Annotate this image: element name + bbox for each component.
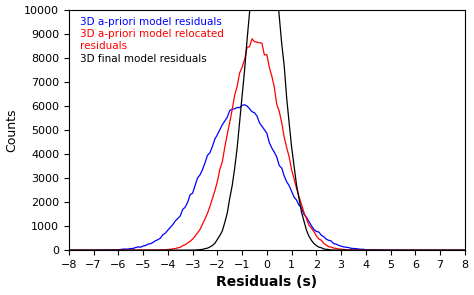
3D a-priori model relocated
residuals — [100, 248, 106, 252]
3D final model residuals — [388, 248, 393, 252]
3D a-priori model residuals — [385, 248, 391, 252]
Y-axis label: Counts: Counts — [6, 108, 18, 152]
3D final model residuals — [66, 248, 72, 252]
3D a-priori model relocated
residuals — [385, 248, 391, 252]
3D final model residuals — [197, 248, 203, 251]
3D a-priori model relocated
residuals — [465, 248, 470, 252]
3D a-priori model residuals — [388, 248, 393, 252]
3D a-priori model relocated
residuals — [66, 248, 72, 252]
X-axis label: Residuals (s): Residuals (s) — [216, 276, 318, 289]
Line: 3D a-priori model relocated
residuals: 3D a-priori model relocated residuals — [69, 39, 467, 250]
3D a-priori model relocated
residuals — [388, 248, 393, 252]
3D a-priori model residuals — [242, 103, 247, 106]
3D a-priori model residuals — [100, 248, 106, 252]
3D a-priori model relocated
residuals — [197, 228, 203, 231]
3D final model residuals — [195, 248, 201, 252]
3D final model residuals — [385, 248, 391, 252]
Line: 3D final model residuals: 3D final model residuals — [69, 0, 467, 250]
3D final model residuals — [465, 248, 470, 252]
3D a-priori model residuals — [66, 248, 72, 252]
3D a-priori model residuals — [331, 242, 337, 245]
3D a-priori model residuals — [197, 173, 203, 177]
3D a-priori model residuals — [465, 248, 470, 252]
Line: 3D a-priori model residuals: 3D a-priori model residuals — [69, 105, 467, 250]
3D a-priori model relocated
residuals — [249, 37, 255, 40]
3D final model residuals — [100, 248, 106, 252]
3D final model residuals — [331, 248, 337, 252]
3D a-priori model relocated
residuals — [331, 246, 337, 250]
3D a-priori model residuals — [195, 176, 201, 180]
Legend: 3D a-priori model residuals, 3D a-priori model relocated
residuals, 3D final mod: 3D a-priori model residuals, 3D a-priori… — [78, 15, 226, 66]
3D a-priori model relocated
residuals — [195, 231, 201, 235]
